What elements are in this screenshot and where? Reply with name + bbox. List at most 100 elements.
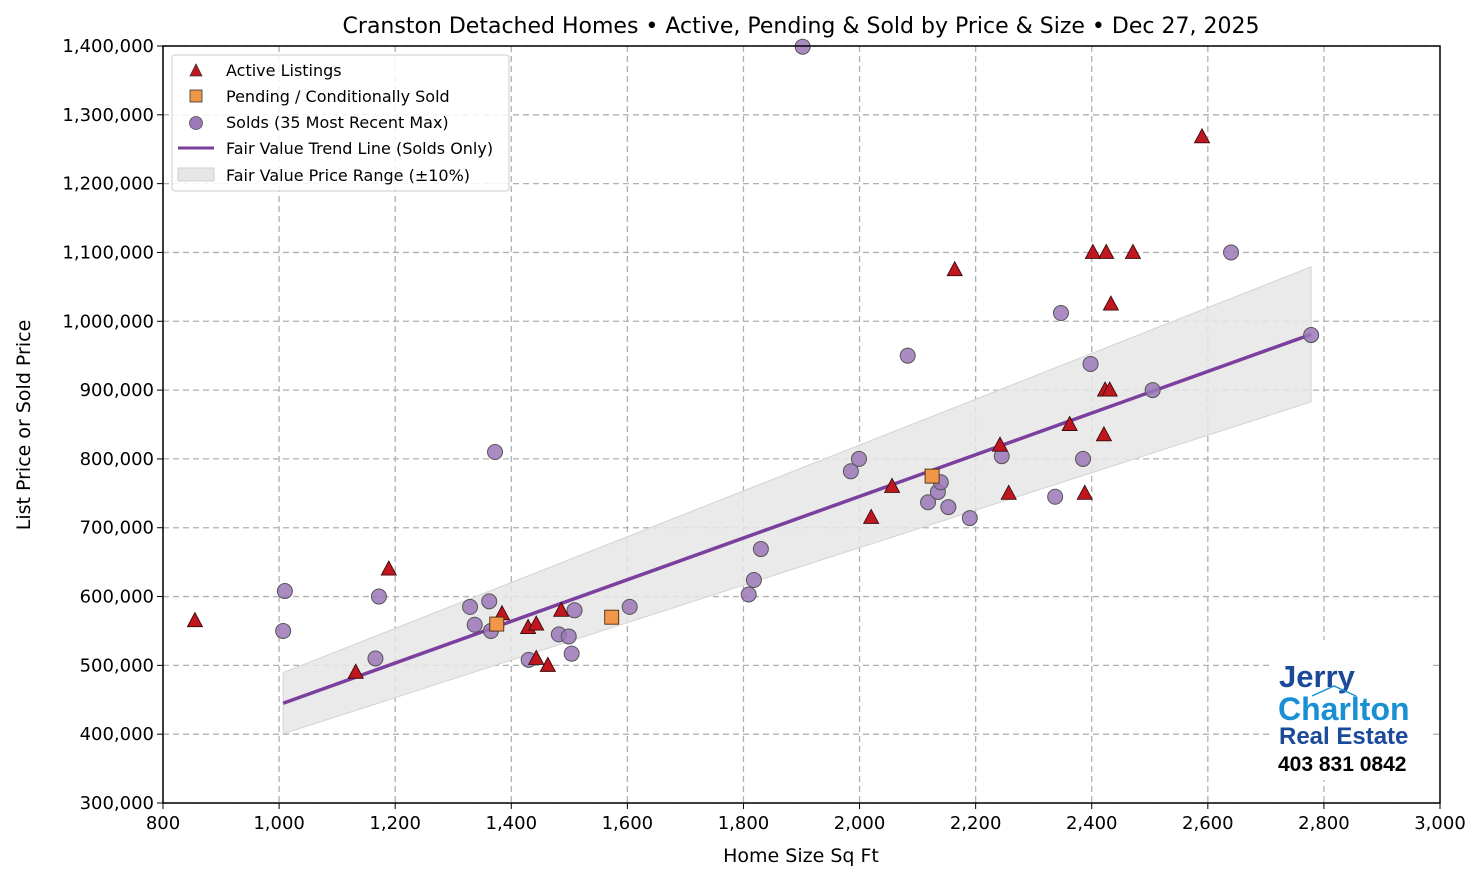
y-tick-label: 1,000,000	[62, 311, 154, 332]
sold-point	[563, 645, 580, 662]
y-tick-label: 1,300,000	[62, 105, 154, 126]
sold-point	[1052, 305, 1069, 322]
legend-triangle-icon	[189, 63, 203, 77]
y-tick-label: 500,000	[80, 655, 154, 676]
pending-point	[604, 609, 620, 625]
pending-point	[924, 468, 940, 484]
y-tick-label: 900,000	[80, 380, 154, 401]
sold-point	[842, 463, 859, 480]
sold-point	[481, 593, 498, 610]
active-point	[1061, 415, 1078, 431]
active-point	[1076, 484, 1094, 500]
y-axis-label: List Price or Sold Price	[13, 320, 35, 531]
active-point	[1124, 243, 1142, 259]
sold-point	[920, 494, 937, 511]
sold-point	[275, 622, 292, 639]
chart-title: Cranston Detached Homes • Active, Pendin…	[343, 14, 1260, 39]
sold-point	[745, 572, 762, 589]
active-point	[539, 656, 557, 672]
y-tick-label: 800,000	[80, 449, 154, 470]
y-tick-label: 1,400,000	[62, 36, 154, 57]
x-tick-label: 1,200	[369, 813, 421, 834]
sold-point	[566, 602, 583, 619]
sold-point	[560, 628, 577, 645]
legend-solds: Solds (35 Most Recent Max)	[226, 113, 449, 132]
sold-point	[462, 598, 479, 615]
legend-trend: Fair Value Trend Line (Solds Only)	[226, 139, 493, 158]
pending-point	[489, 616, 505, 632]
x-tick-label: 1,400	[486, 813, 538, 834]
x-tick-label: 2,600	[1182, 813, 1234, 834]
sold-point	[850, 450, 867, 467]
sold-point	[1082, 355, 1099, 372]
x-tick-label: 1,000	[253, 813, 305, 834]
active-point	[186, 611, 204, 628]
sold-point	[752, 541, 769, 558]
logo-jerry: Jerry	[1279, 659, 1356, 694]
sold-point	[367, 650, 384, 667]
legend-pending: Pending / Conditionally Sold	[226, 87, 450, 106]
sold-point	[621, 598, 638, 615]
axis-ticks: 800 1,000 1,200 1,400 1,600 1,800 2,000 2,200 2,…	[62, 36, 1465, 834]
active-point	[1095, 425, 1113, 442]
sold-point	[370, 588, 387, 605]
x-tick-label: 1,800	[718, 813, 770, 834]
legend-circle-icon	[189, 116, 203, 130]
sold-point	[1223, 244, 1240, 261]
data-marks	[186, 38, 1320, 705]
active-point	[1084, 243, 1102, 259]
active-point	[946, 260, 963, 277]
active-point	[1097, 243, 1115, 259]
x-tick-label: 2,800	[1298, 813, 1350, 834]
active-point	[1101, 381, 1118, 397]
active-point	[380, 560, 398, 576]
sold-point	[899, 347, 916, 364]
sold-point	[276, 583, 293, 600]
y-tick-label: 1,200,000	[62, 174, 154, 195]
active-point	[527, 615, 545, 631]
x-axis-label: Home Size Sq Ft	[723, 845, 879, 867]
x-tick-label: 2,000	[834, 813, 886, 834]
house-roof-icon	[1311, 685, 1357, 697]
active-point	[1102, 295, 1120, 311]
x-tick-label: 2,400	[1066, 813, 1118, 834]
sold-point	[940, 499, 957, 516]
logo-charlton: Charlton	[1278, 691, 1410, 727]
legend-box	[171, 54, 510, 192]
sold-point	[1303, 327, 1320, 344]
legend-active: Active Listings	[226, 61, 342, 80]
trend-line	[282, 332, 1312, 705]
sold-point	[1075, 450, 1092, 467]
sold-point	[1144, 382, 1161, 399]
legend-band: Fair Value Price Range (±10%)	[226, 166, 470, 185]
active-point	[1000, 484, 1017, 500]
active-point	[862, 508, 880, 524]
legend-band-icon	[177, 167, 215, 182]
active-point	[527, 649, 545, 665]
sold-point	[487, 444, 504, 461]
fair-value-band-area	[282, 266, 1312, 735]
legend: Active Listings Pending / Conditionally …	[171, 54, 510, 192]
fair-value-band	[282, 266, 1312, 735]
active-point	[552, 601, 570, 617]
y-tick-label: 300,000	[80, 793, 154, 814]
active-point	[991, 436, 1009, 452]
y-tick-label: 700,000	[80, 518, 154, 539]
x-tick-label: 800	[146, 813, 180, 834]
sold-point	[1047, 488, 1064, 505]
y-tick-label: 1,100,000	[62, 242, 154, 263]
sold-point	[961, 510, 978, 527]
sold-point	[740, 586, 757, 603]
x-tick-label: 2,200	[950, 813, 1002, 834]
active-point	[1193, 127, 1211, 144]
active-point	[347, 663, 364, 679]
active-point	[883, 477, 901, 493]
sold-point	[466, 616, 483, 633]
y-tick-label: 600,000	[80, 587, 154, 608]
logo-real-estate: Real Estate	[1279, 723, 1408, 750]
x-tick-label: 3,000	[1414, 813, 1466, 834]
logo: Jerry Charlton Real Estate 403 831 0842	[1270, 640, 1430, 780]
logo-phone: 403 831 0842	[1278, 753, 1406, 776]
plot-frame	[162, 45, 1441, 804]
